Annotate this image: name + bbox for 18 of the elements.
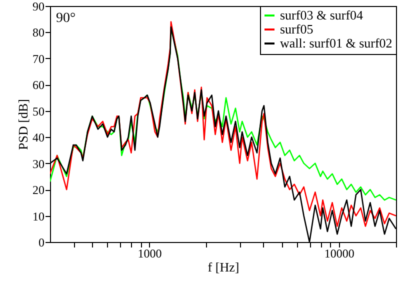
y-tick-label: 70 bbox=[32, 52, 44, 66]
y-tick-label: 0 bbox=[38, 236, 44, 250]
y-tick-label: 10 bbox=[32, 209, 44, 224]
y-tick-label: 20 bbox=[32, 183, 44, 198]
y-tick-label: 80 bbox=[32, 26, 44, 40]
y-tick-label: 40 bbox=[32, 130, 44, 145]
x-axis-title: f [Hz] bbox=[208, 260, 240, 274]
legend-label: surf05 bbox=[280, 22, 314, 36]
x-tick-label: 10000 bbox=[324, 246, 354, 260]
annotation: 90° bbox=[56, 11, 76, 26]
legend-label: wall: surf01 & surf02 bbox=[280, 36, 392, 50]
y-tick-label: 30 bbox=[32, 156, 44, 171]
x-tick-label: 1000 bbox=[138, 246, 162, 260]
y-tick-label: 50 bbox=[32, 104, 44, 118]
y-tick-label: 90 bbox=[32, 0, 44, 14]
y-axis-title: PSD [dB] bbox=[16, 99, 30, 150]
legend-label: surf03 & surf04 bbox=[280, 8, 364, 22]
y-tick-label: 60 bbox=[32, 78, 44, 92]
